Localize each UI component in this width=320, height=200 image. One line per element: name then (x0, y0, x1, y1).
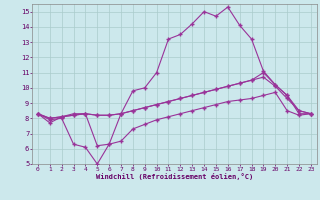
X-axis label: Windchill (Refroidissement éolien,°C): Windchill (Refroidissement éolien,°C) (96, 173, 253, 180)
